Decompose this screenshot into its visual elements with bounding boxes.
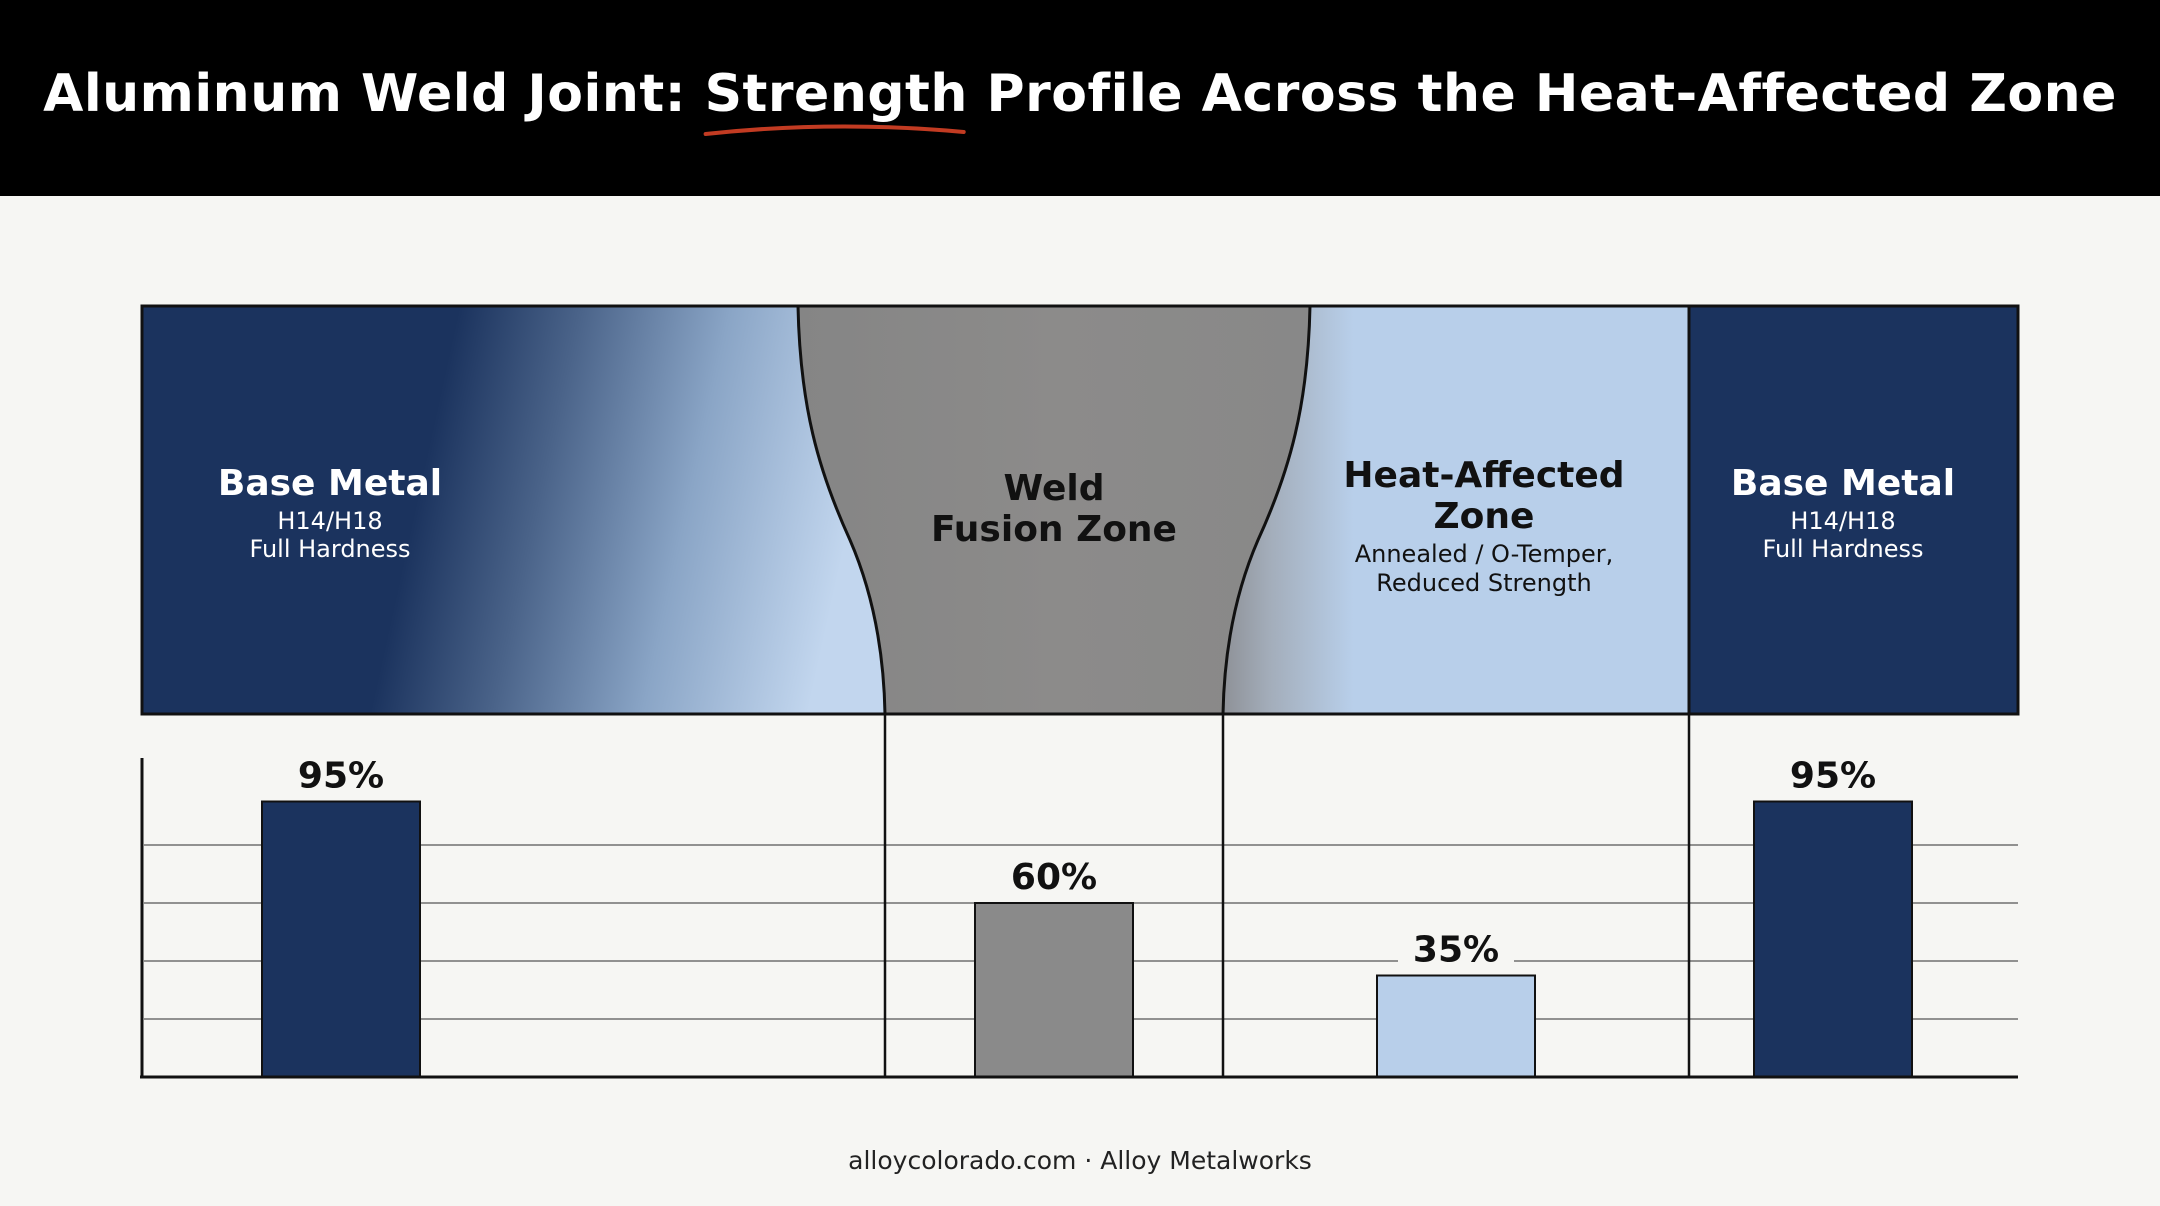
haz-name-2: Zone [1434, 496, 1535, 537]
title-bar: Aluminum Weld Joint: Strength Profile Ac… [0, 0, 2160, 196]
bar-label-bg [996, 857, 1112, 897]
bar-2 [974, 902, 1134, 1078]
bar-4 [1753, 800, 1913, 1078]
weld-name-1: Weld [1004, 468, 1105, 509]
bar-1 [261, 800, 421, 1078]
strength-chart: 95% 60% 35% 95% [140, 714, 2018, 1079]
bar-label-3: 35% [1413, 930, 1499, 971]
bar-label-bg [283, 755, 399, 796]
base-metal-right-region [1689, 306, 2018, 714]
page-title: Aluminum Weld Joint: Strength Profile Ac… [43, 64, 2117, 124]
cross-section [140, 304, 2020, 716]
base-metal-left-region [142, 306, 887, 714]
cross-section-outline [140, 304, 2020, 716]
accent-underline [703, 120, 966, 140]
bar-label-4: 95% [1790, 756, 1876, 797]
base-right-line2: Full Hardness [1762, 535, 1923, 563]
bar-3 [1376, 974, 1536, 1078]
bar-label-bg [1775, 755, 1891, 796]
title-accent-word: Strength [705, 64, 968, 124]
haz-line1: Annealed / O-Temper, [1355, 540, 1614, 568]
title-part-2: Profile Across the Heat-Affected Zone [967, 64, 2117, 124]
title-part-1: Aluminum Weld Joint: [43, 64, 705, 124]
base-left-name: Base Metal [218, 463, 442, 504]
bar-label-bg [1398, 929, 1514, 970]
base-left-line2: Full Hardness [249, 535, 410, 563]
footer-credit: alloycolorado.com · Alloy Metalworks [848, 1146, 1312, 1175]
base-left-line1: H14/H18 [277, 507, 382, 535]
title-accent-text: Strength [704, 64, 968, 124]
weld-name-2: Fusion Zone [931, 509, 1177, 550]
base-right-name: Base Metal [1731, 463, 1955, 504]
bar-label-2: 60% [1011, 857, 1097, 898]
bar-label-1: 95% [298, 756, 384, 797]
bars: 95% 60% 35% 95% [261, 755, 1913, 1078]
base-right-line1: H14/H18 [1790, 507, 1895, 535]
haz-line2: Reduced Strength [1376, 569, 1591, 597]
haz-name-1: Heat-Affected [1343, 455, 1624, 496]
zone-labels: Base Metal H14/H18 Full Hardness Weld Fu… [218, 455, 1955, 597]
